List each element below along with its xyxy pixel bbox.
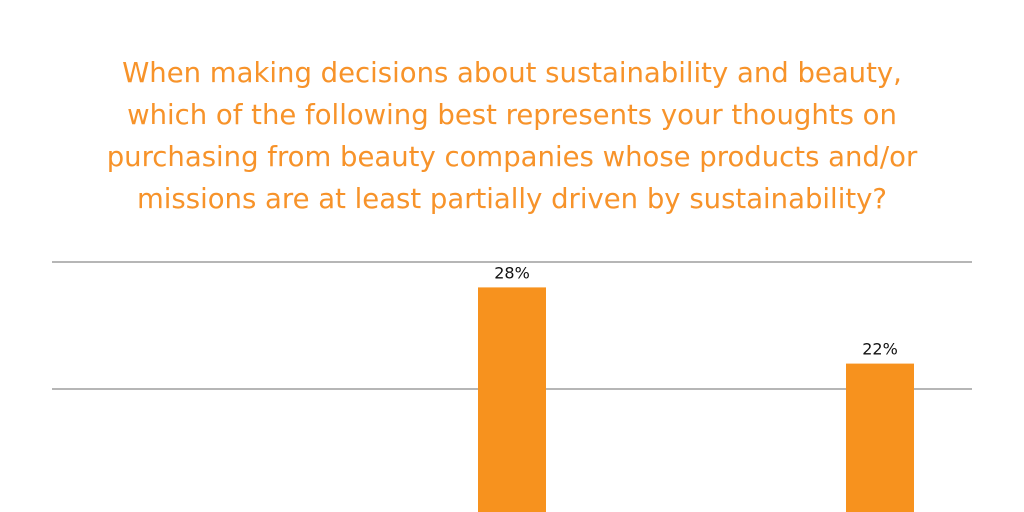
title-line-1: When making decisions about sustainabili… bbox=[122, 57, 902, 89]
title-line-2: which of the following best represents y… bbox=[127, 99, 897, 131]
data-labels: 28% 22% bbox=[494, 263, 898, 358]
bar-2 bbox=[846, 363, 914, 512]
title-line-4: missions are at least partially driven b… bbox=[137, 183, 887, 215]
bars bbox=[478, 287, 914, 512]
data-label-1: 28% bbox=[494, 263, 530, 282]
bar-1 bbox=[478, 287, 546, 512]
title-line-3: purchasing from beauty companies whose p… bbox=[106, 141, 918, 173]
chart-title: When making decisions about sustainabili… bbox=[60, 52, 964, 220]
data-label-2: 22% bbox=[862, 340, 898, 359]
